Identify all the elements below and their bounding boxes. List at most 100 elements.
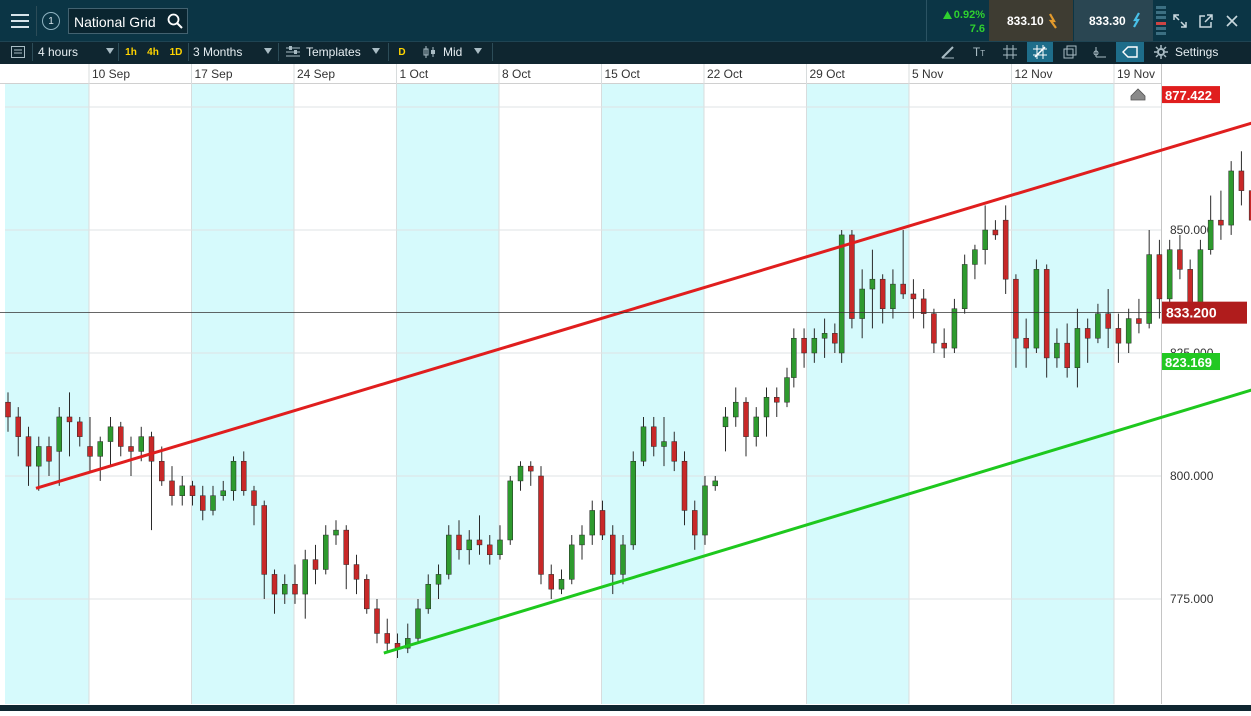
candle-body bbox=[620, 544, 626, 575]
candle-body bbox=[692, 510, 698, 536]
candle-body bbox=[1166, 249, 1173, 300]
candle-body bbox=[302, 559, 308, 595]
candle-body bbox=[333, 529, 339, 536]
indicator-button[interactable] bbox=[1090, 43, 1110, 61]
candle-body bbox=[118, 426, 124, 447]
candle-body bbox=[838, 234, 845, 354]
candle-body bbox=[1033, 269, 1040, 349]
templates-dropdown[interactable]: Templates bbox=[306, 43, 376, 61]
candle-body bbox=[1156, 254, 1163, 300]
candle-body bbox=[425, 583, 431, 610]
interval-dropdown[interactable]: 4 hours bbox=[38, 43, 118, 61]
candle-body bbox=[323, 534, 329, 570]
tag-button[interactable] bbox=[1116, 42, 1144, 62]
candle-body bbox=[97, 441, 103, 457]
candle-body bbox=[179, 485, 185, 496]
instrument-search[interactable]: National Grid bbox=[68, 8, 188, 34]
crosshair-button[interactable] bbox=[1027, 42, 1053, 62]
candle-body bbox=[251, 490, 257, 506]
candle-body bbox=[569, 544, 575, 580]
current-price-tag-bg bbox=[1162, 301, 1247, 324]
alerts-button[interactable]: 1 bbox=[40, 10, 62, 32]
chevron-down-icon bbox=[474, 48, 482, 54]
candle-body bbox=[610, 534, 616, 575]
candle-body bbox=[1177, 249, 1183, 270]
external-link-icon bbox=[1199, 14, 1213, 28]
chart-list-button[interactable] bbox=[8, 43, 28, 61]
price-chart[interactable]: 10 Sep 17 Sep 24 Sep 1 Oct 8 Oct 15 Oct 22 Oct… bbox=[0, 64, 1251, 711]
candle-body bbox=[415, 608, 421, 639]
candle-body bbox=[900, 283, 906, 295]
sell-price: 833.10 bbox=[1007, 14, 1044, 28]
grid-toggle-button[interactable] bbox=[1000, 43, 1020, 61]
x-tick-label: 19 Nov bbox=[1117, 67, 1155, 81]
candle-body bbox=[1043, 269, 1050, 359]
candle-body bbox=[1105, 313, 1111, 329]
interval-4h-button[interactable]: 4h bbox=[147, 46, 159, 58]
week-band bbox=[806, 84, 909, 704]
current-price-tag: 833.200 bbox=[1166, 305, 1217, 321]
x-tick-label: 22 Oct bbox=[707, 67, 743, 81]
y-tick-label: 850.000 bbox=[1170, 223, 1214, 237]
maximize-button[interactable] bbox=[1170, 11, 1190, 31]
week-band bbox=[601, 84, 704, 704]
candle-body bbox=[579, 534, 585, 546]
market-depth-button[interactable] bbox=[1154, 4, 1167, 37]
buy-button[interactable]: 833.30 bbox=[1074, 0, 1153, 41]
candle-body bbox=[210, 495, 216, 511]
text-tool-button[interactable]: TT bbox=[968, 43, 990, 61]
menu-button[interactable] bbox=[4, 6, 37, 36]
candle-body bbox=[890, 283, 896, 309]
candle-body bbox=[282, 583, 288, 595]
settings-label: Settings bbox=[1175, 45, 1219, 59]
candle-body bbox=[784, 377, 790, 403]
chart-area[interactable]: 10 Sep 17 Sep 24 Sep 1 Oct 8 Oct 15 Oct 22 Oct… bbox=[0, 64, 1251, 711]
candle-body bbox=[343, 529, 349, 565]
bottom-scrollbar bbox=[0, 705, 1251, 711]
interval-1d-button[interactable]: 1D bbox=[169, 46, 183, 58]
x-tick-label: 1 Oct bbox=[400, 67, 429, 81]
chevron-down-icon bbox=[264, 48, 272, 54]
candle-body bbox=[384, 633, 390, 644]
sell-button[interactable]: 833.10 bbox=[989, 0, 1073, 41]
text-icon: TT bbox=[972, 45, 986, 59]
chevron-down-icon bbox=[106, 48, 114, 54]
candle-body bbox=[1023, 337, 1029, 349]
price-mode-dropdown[interactable]: Mid bbox=[443, 43, 483, 61]
candle-body bbox=[774, 397, 780, 403]
week-band bbox=[191, 84, 294, 704]
search-icon[interactable] bbox=[167, 13, 183, 29]
candle-type-icon[interactable] bbox=[421, 43, 439, 61]
templates-label: Templates bbox=[306, 45, 361, 59]
candle-body bbox=[1074, 328, 1081, 369]
candle-body bbox=[1064, 342, 1070, 369]
indicator-icon bbox=[1093, 47, 1106, 58]
popout-button[interactable] bbox=[1196, 11, 1216, 31]
candle-body bbox=[538, 475, 544, 575]
candle-body bbox=[743, 401, 749, 437]
candle-body bbox=[517, 465, 524, 482]
candle-body bbox=[77, 421, 83, 437]
candle-body bbox=[15, 416, 21, 437]
hamburger-icon bbox=[11, 14, 29, 28]
candle-body bbox=[651, 426, 657, 447]
interval-1h-button[interactable]: 1h bbox=[125, 46, 137, 58]
candle-body bbox=[599, 510, 606, 536]
y-tick-label: 800.000 bbox=[1170, 469, 1214, 483]
candle-body bbox=[435, 574, 442, 585]
draw-line-button[interactable] bbox=[938, 43, 958, 61]
close-button[interactable] bbox=[1222, 11, 1242, 31]
change-absolute: 7.6 bbox=[969, 23, 985, 35]
instrument-name: National Grid bbox=[74, 14, 156, 30]
settings-button[interactable]: Settings bbox=[1150, 43, 1250, 61]
week-band bbox=[396, 84, 499, 704]
interval-value: 4 hours bbox=[38, 45, 79, 59]
candle-body bbox=[941, 342, 947, 349]
candle-body bbox=[66, 416, 73, 423]
layers-button[interactable] bbox=[1060, 43, 1080, 61]
range-dropdown[interactable]: 3 Months bbox=[193, 43, 273, 61]
drawing-d-button[interactable]: D bbox=[398, 46, 406, 58]
candle-body bbox=[811, 337, 818, 354]
candle-body bbox=[353, 564, 360, 580]
candle-body bbox=[25, 436, 32, 467]
